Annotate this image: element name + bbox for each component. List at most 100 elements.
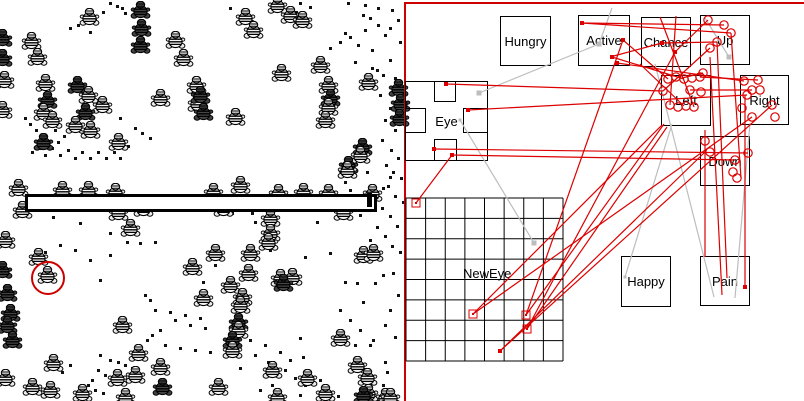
- food-dot: [69, 364, 72, 367]
- creature-sprite[interactable]: [315, 384, 336, 401]
- creature-sprite[interactable]: [130, 1, 151, 20]
- creature-sprite[interactable]: [267, 388, 288, 401]
- creature-sprite[interactable]: [108, 133, 129, 152]
- creature-sprite[interactable]: [337, 161, 358, 180]
- food-dot: [121, 7, 124, 10]
- creature-sprite[interactable]: [193, 289, 214, 308]
- food-dot: [396, 225, 399, 228]
- creature-sprite[interactable]: [258, 233, 279, 252]
- creature-sprite[interactable]: [240, 244, 261, 263]
- food-dot: [59, 244, 62, 247]
- creature-sprite[interactable]: [0, 49, 13, 68]
- food-dot: [349, 36, 352, 39]
- creature-sprite[interactable]: [238, 264, 259, 283]
- creature-sprite[interactable]: [315, 111, 336, 130]
- food-dot: [399, 41, 402, 44]
- neuron-box-pain[interactable]: Pain: [700, 256, 750, 306]
- food-dot: [366, 171, 369, 174]
- creature-sprite[interactable]: [243, 21, 264, 40]
- creature-sprite[interactable]: [150, 358, 171, 377]
- creature-sprite[interactable]: [193, 103, 214, 122]
- creature-sprite[interactable]: [230, 176, 251, 195]
- creature-sprite[interactable]: [0, 231, 16, 250]
- creature-sprite[interactable]: [358, 73, 379, 92]
- world-view[interactable]: [0, 0, 405, 401]
- food-dot: [390, 149, 393, 152]
- creature-sprite[interactable]: [2, 331, 23, 350]
- creature-sprite[interactable]: [130, 36, 151, 55]
- food-dot: [382, 274, 385, 277]
- creature-sprite[interactable]: [262, 361, 283, 380]
- neuron-box-up[interactable]: Up: [700, 15, 750, 65]
- creature-sprite[interactable]: [0, 284, 18, 303]
- neuron-box-chance[interactable]: Chance: [641, 17, 691, 67]
- box-label: Happy: [627, 274, 665, 289]
- food-dot: [119, 157, 122, 160]
- creature-sprite[interactable]: [0, 261, 13, 280]
- creature-sprite[interactable]: [165, 31, 186, 50]
- food-dot: [159, 329, 162, 332]
- creature-sprite[interactable]: [40, 381, 61, 400]
- creature-sprite[interactable]: [152, 378, 173, 397]
- food-dot: [391, 9, 394, 12]
- creature-sprite[interactable]: [380, 388, 401, 401]
- food-dot: [174, 319, 177, 322]
- creature-sprite[interactable]: [363, 244, 384, 263]
- creature-sprite[interactable]: [125, 366, 146, 385]
- food-dot: [61, 371, 64, 374]
- neuron-box-active[interactable]: Active: [578, 15, 630, 66]
- creature-sprite[interactable]: [205, 244, 226, 263]
- neuron-box-hungry[interactable]: Hungry: [500, 16, 551, 66]
- creature-sprite[interactable]: [0, 101, 13, 120]
- creature-sprite[interactable]: [182, 258, 203, 277]
- creature-sprite[interactable]: [80, 121, 101, 140]
- creature-sprite[interactable]: [0, 71, 15, 90]
- creature-sprite[interactable]: [292, 11, 313, 30]
- food-dot: [372, 339, 375, 342]
- barrier-bar: [25, 194, 377, 212]
- creature-sprite[interactable]: [0, 29, 13, 48]
- creature-sprite[interactable]: [79, 8, 100, 27]
- creature-sprite[interactable]: [225, 108, 246, 127]
- neuron-box-right[interactable]: Right: [740, 75, 789, 125]
- creature-sprite[interactable]: [208, 378, 229, 397]
- creature-sprite[interactable]: [353, 386, 374, 401]
- food-dot: [362, 14, 365, 17]
- creature-sprite[interactable]: [112, 316, 133, 335]
- creature-sprite[interactable]: [43, 354, 64, 373]
- creature-sprite[interactable]: [310, 56, 331, 75]
- grid-dot-marker: [498, 349, 502, 353]
- creature-sprite[interactable]: [271, 64, 292, 83]
- creature-sprite[interactable]: [115, 388, 136, 401]
- creature-sprite[interactable]: [27, 48, 48, 67]
- food-dot: [44, 154, 47, 157]
- food-dot: [127, 145, 130, 148]
- creature-sprite[interactable]: [330, 329, 351, 348]
- neuron-box-left[interactable]: Left: [661, 75, 711, 126]
- creature-sprite[interactable]: [128, 344, 149, 363]
- creature-sprite[interactable]: [42, 111, 63, 130]
- food-dot: [91, 379, 94, 382]
- food-dot: [364, 4, 367, 7]
- neuron-box-happy[interactable]: Happy: [621, 256, 671, 307]
- food-dot: [119, 117, 122, 120]
- creature-sprite[interactable]: [150, 89, 171, 108]
- creature-sprite[interactable]: [72, 384, 93, 401]
- food-dot: [109, 359, 112, 362]
- food-dot: [269, 249, 272, 252]
- grid-square-marker: [521, 310, 531, 320]
- food-dot: [89, 157, 92, 160]
- food-dot: [117, 361, 120, 364]
- creature-sprite[interactable]: [222, 341, 243, 360]
- creature-sprite[interactable]: [120, 219, 141, 238]
- food-dot: [113, 151, 116, 154]
- neuron-box-down[interactable]: Down: [700, 136, 750, 186]
- creature-sprite[interactable]: [173, 49, 194, 68]
- food-dot: [249, 339, 252, 342]
- food-dot: [251, 212, 254, 215]
- creature-sprite[interactable]: [0, 369, 16, 388]
- food-dot: [354, 344, 357, 347]
- creature-sprite[interactable]: [33, 133, 54, 152]
- creature-sprite[interactable]: [273, 274, 294, 293]
- eye-subbox: [434, 81, 456, 102]
